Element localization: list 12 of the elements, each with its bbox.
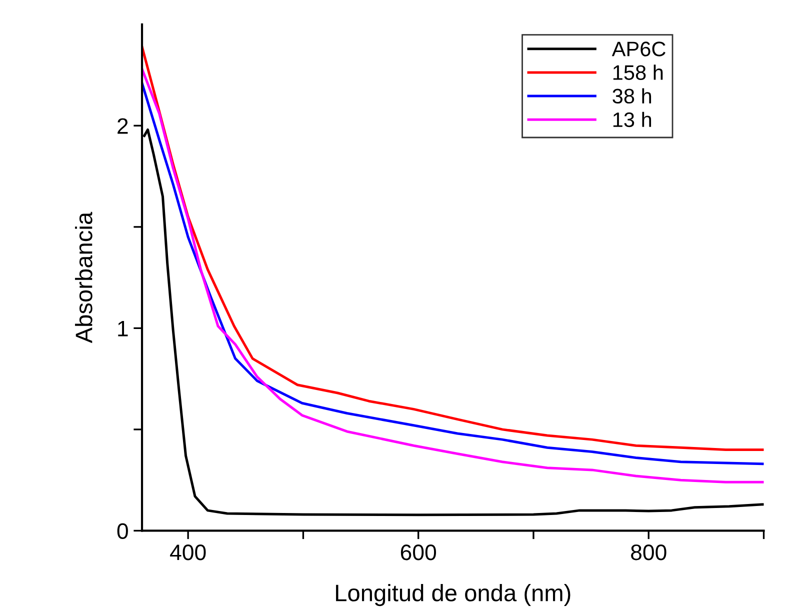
- legend-label: AP6C: [612, 42, 666, 56]
- y-tick-label: 0: [117, 523, 128, 539]
- legend-label: 38 h: [612, 88, 652, 104]
- y-tick-label: 1: [118, 320, 128, 336]
- x-tick-label: 800: [631, 544, 666, 560]
- legend-label: 13 h: [613, 112, 652, 128]
- y-axis-title: Absorbancia: [75, 212, 92, 344]
- x-axis-title: Longitud de onda (nm): [336, 584, 570, 606]
- x-tick-label: 400: [170, 544, 206, 560]
- y-tick-label: 2: [118, 118, 128, 134]
- x-tick-label: 600: [400, 544, 436, 560]
- legend-label: 158 h: [613, 64, 663, 80]
